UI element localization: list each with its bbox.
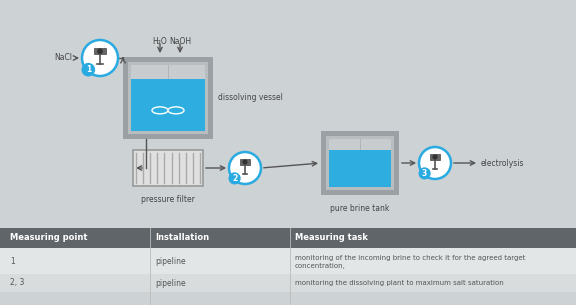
Circle shape [229,172,241,185]
Text: dissolving vessel: dissolving vessel [218,94,283,102]
Bar [321,131,399,195]
Text: pipeline: pipeline [155,278,185,288]
Bar [131,79,205,131]
Text: H₂O: H₂O [153,37,168,46]
Circle shape [419,147,451,179]
Bar [94,48,106,54]
Bar [329,150,391,187]
Bar [329,139,391,150]
Bar [131,65,205,79]
Bar [0,228,576,248]
Circle shape [242,160,248,165]
Text: Measuring point: Measuring point [10,234,88,242]
Bar [0,274,576,292]
Circle shape [82,40,118,76]
Text: 2, 3: 2, 3 [10,278,24,288]
Bar [430,154,440,160]
Text: NaCl: NaCl [54,53,72,63]
Bar [123,57,213,139]
Bar [326,136,394,190]
Circle shape [433,154,438,160]
Text: 1: 1 [10,257,15,265]
Text: NaOH: NaOH [169,37,191,46]
Text: electrolysis: electrolysis [481,159,525,167]
Text: monitoring of the incoming brine to check it for the agreed target
concentration: monitoring of the incoming brine to chec… [295,255,525,269]
Text: 1: 1 [86,65,91,74]
Circle shape [97,48,103,54]
Text: 2: 2 [232,174,237,183]
Circle shape [229,152,261,184]
Circle shape [81,63,95,77]
Bar [240,159,250,165]
Bar [128,62,208,134]
Text: pressure filter: pressure filter [141,195,195,204]
Text: Installation: Installation [155,234,209,242]
Text: pure brine tank: pure brine tank [330,204,390,213]
Circle shape [419,167,431,179]
Text: pipeline: pipeline [155,257,185,265]
Text: monitoring the dissolving plant to maximum salt saturation: monitoring the dissolving plant to maxim… [295,280,504,286]
Text: Measuring task: Measuring task [295,234,368,242]
Bar [133,150,203,186]
Bar [0,248,576,274]
Text: 3: 3 [422,169,427,178]
